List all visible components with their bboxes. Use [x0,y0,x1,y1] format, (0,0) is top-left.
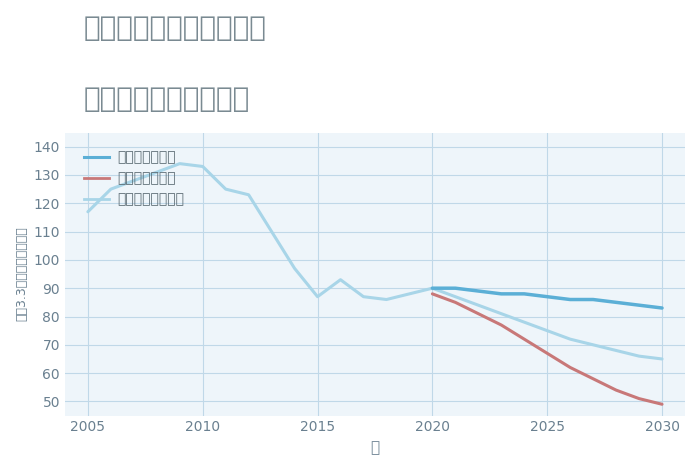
Legend: グッドシナリオ, バッドシナリオ, ノーマルシナリオ: グッドシナリオ, バッドシナリオ, ノーマルシナリオ [78,145,190,212]
X-axis label: 年: 年 [370,440,379,455]
Text: 兵庫県豊岡市出石町柳の: 兵庫県豊岡市出石町柳の [84,14,267,42]
Text: 中古戸建ての価格推移: 中古戸建ての価格推移 [84,85,251,113]
Y-axis label: 坪（3.3㎡）単価（万円）: 坪（3.3㎡）単価（万円） [15,227,28,321]
